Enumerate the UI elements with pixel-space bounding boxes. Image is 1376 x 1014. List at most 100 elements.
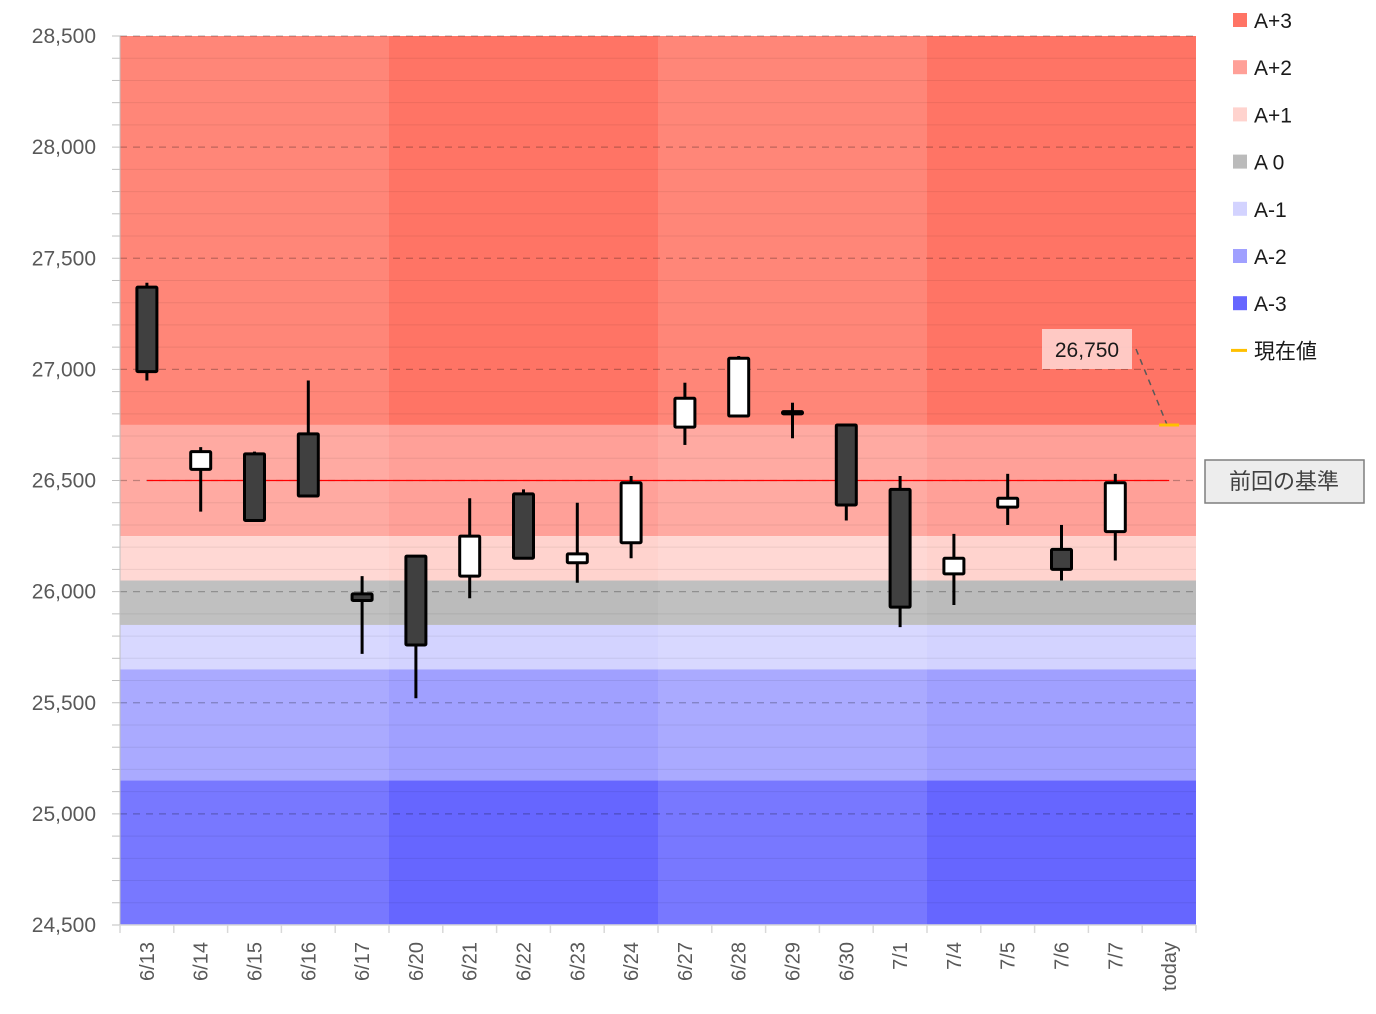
candle-body-bullish: [565, 552, 589, 565]
x-tick-label: 7/4: [944, 942, 966, 970]
x-tick-label: 6/24: [621, 942, 643, 981]
candle-6/15: [243, 451, 266, 523]
candle-body-bearish: [135, 285, 159, 374]
candle-7/7: [1103, 473, 1127, 561]
band-Ap3-week-0: [120, 36, 389, 425]
candle-body-bearish: [296, 432, 320, 498]
band-layer: [120, 36, 1196, 925]
x-tick-label: 6/15: [245, 942, 267, 981]
y-tick-label: 26,500: [32, 470, 96, 493]
band-Ap3-week-1: [389, 36, 658, 425]
band-A-1-week-2: [658, 624, 927, 670]
legend-item-A+1: A+1: [1233, 104, 1292, 127]
x-tick-label: 6/14: [191, 942, 213, 981]
legend-item-A+2: A+2: [1233, 57, 1292, 80]
current-value-label: 26,750: [1055, 339, 1119, 362]
band-Ap1-week-0: [120, 536, 389, 581]
y-tick-label: 25,500: [32, 692, 96, 715]
candle-body-bearish: [888, 487, 912, 609]
candle-7/5: [996, 473, 1020, 525]
band-A-2-week-0: [120, 669, 389, 781]
x-tick-label: 7/5: [998, 942, 1020, 970]
candle-body-bullish: [942, 556, 966, 576]
legend-swatch: [1233, 201, 1247, 216]
candle-body-bullish: [1103, 481, 1127, 534]
x-tick-label: 6/29: [783, 942, 805, 981]
x-tick-label: 6/13: [137, 942, 159, 981]
band-A-3-week-1: [389, 780, 658, 925]
current-value-marker: 26,750: [1042, 329, 1180, 427]
band-A-3-week-0: [120, 780, 389, 925]
legend-label: A+1: [1254, 104, 1292, 127]
x-tick-label: 6/30: [836, 942, 858, 981]
candle-7/6: [1050, 524, 1073, 581]
candle-6/29: [781, 402, 804, 439]
candle-6/14: [189, 447, 213, 512]
y-axis-ticks: 28,500 28,000 27,500 27,000 26,500 26,000 25,5…: [32, 25, 96, 937]
candle-6/13: [135, 282, 159, 381]
band-A0-week-0: [120, 580, 389, 625]
legend-item-A-3: A-3: [1233, 293, 1287, 316]
candle-6/27: [673, 382, 697, 445]
legend-swatch: [1233, 13, 1247, 27]
candle-body-bullish: [996, 496, 1020, 509]
candle-body-bearish: [834, 423, 858, 507]
y-tick-label: 27,000: [32, 358, 96, 381]
x-tick-label: 6/17: [352, 942, 374, 981]
x-tick-label: 7/6: [1052, 942, 1074, 970]
legend-item-A+3: A+3: [1233, 10, 1292, 33]
candle-7/1: [888, 476, 912, 628]
x-tick-label: today: [1159, 942, 1181, 991]
band-A-3-week-3: [927, 780, 1196, 925]
x-tick-label: 6/21: [460, 942, 482, 981]
legend-label: A-2: [1254, 246, 1287, 269]
candle-body-bearish: [1050, 547, 1073, 571]
legend-label: A-3: [1254, 293, 1287, 316]
candle-body-bullish: [727, 356, 751, 418]
legend-swatch: [1233, 154, 1247, 169]
candle-6/16: [296, 380, 320, 498]
band-A0-week-2: [658, 580, 927, 625]
x-tick-label: 6/20: [406, 942, 428, 981]
legend-swatch: [1233, 107, 1247, 122]
candle-6/24: [619, 476, 643, 559]
candle-body-bullish: [189, 450, 213, 471]
candle-body-bearish: [781, 410, 804, 416]
candle-6/17: [350, 576, 374, 654]
legend-swatch: [1233, 249, 1247, 263]
candle-body-bearish: [512, 492, 535, 560]
band-A-3-week-2: [658, 780, 927, 925]
band-A-1-week-0: [120, 624, 389, 670]
x-tick-label: 6/27: [675, 942, 697, 981]
legend-item-A-2: A-2: [1233, 246, 1287, 269]
candles: [135, 282, 1127, 699]
legend-item-A-1: A-1: [1233, 199, 1287, 222]
band-Ap1-week-2: [658, 536, 927, 581]
x-tick-label: 6/28: [729, 942, 751, 981]
legend-label: A 0: [1254, 152, 1284, 175]
candle-body-bullish: [673, 396, 697, 429]
baseline-label-box: [1204, 459, 1365, 504]
legend-item-現在値: 現在値: [1231, 340, 1317, 363]
x-tick-label: 6/23: [567, 942, 589, 981]
candle-6/21: [458, 498, 482, 599]
y-tick-label: 28,500: [32, 25, 96, 48]
x-tick-label: 6/22: [514, 942, 536, 981]
y-tick-label: 24,500: [32, 914, 96, 937]
y-tick-label: 25,000: [32, 803, 96, 826]
y-tick-label: 27,500: [32, 247, 96, 270]
legend-label: A+3: [1254, 10, 1292, 33]
legend: A+3 A+2 A+1 A 0 A-1 A-2 A-3 現在値: [1231, 10, 1317, 363]
x-tick-label: 7/1: [890, 942, 912, 970]
x-axis-ticks: 6/13 6/14 6/15 6/16 6/17 6/20 6/21 6/22 6/23 6/24…: [137, 942, 1181, 991]
candle-6/30: [834, 423, 858, 521]
x-tick-label: 6/16: [298, 942, 320, 981]
current-value-label-box: [1042, 329, 1132, 369]
band-A-1-week-1: [389, 624, 658, 670]
candle-6/28: [727, 356, 751, 418]
candle-7/4: [942, 533, 966, 605]
baseline-label: 前回の基準: [1204, 459, 1365, 504]
x-tick-label: 7/7: [1105, 942, 1127, 970]
y-tick-label: 28,000: [32, 136, 96, 159]
